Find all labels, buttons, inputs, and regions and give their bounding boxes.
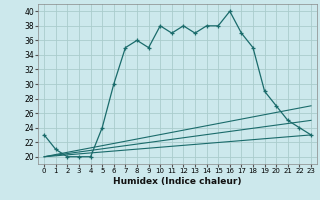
X-axis label: Humidex (Indice chaleur): Humidex (Indice chaleur) [113,177,242,186]
